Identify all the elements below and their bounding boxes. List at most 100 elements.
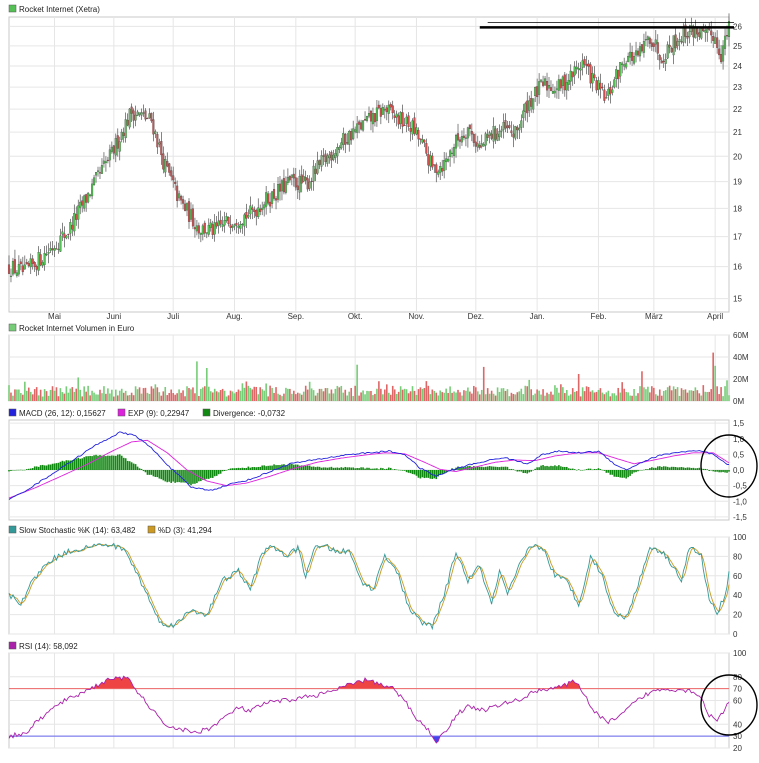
volume-bar (235, 391, 238, 401)
price-candle (567, 80, 570, 85)
price-candle (75, 214, 78, 220)
volume-bar (480, 389, 483, 401)
volume-bar (463, 390, 465, 401)
divergence-bar (61, 460, 64, 470)
divergence-bar (728, 470, 730, 472)
volume-bar (688, 390, 691, 401)
volume-bar (554, 385, 556, 401)
divergence-bar (279, 465, 281, 470)
price-axis-tick: 19 (733, 178, 742, 187)
divergence-bar (403, 470, 406, 471)
divergence-bar (346, 467, 349, 470)
divergence-bar (425, 470, 428, 478)
price-candle (57, 248, 60, 250)
volume-bar (170, 389, 172, 401)
volume-bar (455, 392, 457, 401)
divergence-bar (502, 466, 505, 470)
divergence-bar (370, 468, 372, 470)
divergence-bar (261, 465, 263, 470)
divergence-bar (67, 460, 70, 470)
divergence-bar (459, 467, 461, 470)
divergence-bar (24, 469, 26, 471)
divergence-bar (77, 457, 80, 470)
price-candle (427, 153, 430, 166)
price-candle (385, 107, 388, 113)
price-candle (609, 87, 612, 95)
macd-axis-tick: 1,5 (733, 419, 745, 428)
divergence-bar (672, 466, 675, 470)
price-candle (599, 82, 602, 90)
volume-bar (209, 391, 212, 401)
volume-bar (358, 395, 360, 401)
volume-bar (647, 386, 649, 401)
divergence-bar (473, 466, 475, 470)
price-candle (223, 220, 226, 226)
volume-bar (281, 396, 283, 401)
price-candle (563, 74, 566, 91)
macd-axis-tick: 0,0 (733, 466, 745, 475)
volume-bar (344, 389, 347, 401)
volume-bar (364, 394, 366, 401)
divergence-bar (206, 470, 208, 479)
price-candle (350, 131, 353, 141)
macd-axis-tick: -1,5 (733, 513, 747, 522)
price-candle (176, 185, 179, 201)
divergence-bar (93, 455, 95, 470)
price-candle (146, 117, 149, 120)
volume-bar (120, 388, 123, 401)
volume-bar (168, 393, 171, 401)
volume-bar (237, 389, 240, 401)
divergence-bar (552, 466, 554, 470)
price-candle (148, 113, 151, 119)
volume-bar (488, 393, 491, 401)
volume-bar (279, 394, 281, 401)
volume-bar (520, 388, 523, 401)
divergence-bar (573, 469, 576, 470)
price-candle (144, 110, 147, 120)
volume-bar (571, 388, 574, 401)
divergence-bar (356, 467, 358, 470)
volume-bar (45, 391, 48, 401)
divergence-bar (724, 470, 726, 473)
volume-bar (249, 387, 252, 401)
divergence-bar (154, 470, 157, 477)
price-candle (547, 84, 551, 89)
price-candle (162, 153, 165, 170)
price-candle (629, 51, 632, 58)
price-candle (27, 263, 30, 266)
divergence-bar (16, 469, 18, 471)
price-candle (85, 194, 88, 203)
volume-bar (522, 394, 525, 401)
divergence-bar (344, 466, 347, 470)
divergence-bar (49, 464, 52, 470)
volume-bar (243, 387, 246, 401)
volume-bar (617, 387, 620, 401)
volume-bar (583, 391, 586, 401)
volume-bar (476, 391, 479, 401)
volume-bar (490, 390, 493, 401)
volume-bar (348, 391, 351, 401)
volume-bar (666, 387, 669, 401)
divergence-bar (368, 467, 370, 470)
volume-bar (405, 389, 408, 401)
divergence-bar (116, 454, 119, 470)
price-candle (229, 224, 232, 228)
price-candle (375, 107, 378, 122)
divergence-bar (726, 470, 728, 473)
price-candle (555, 88, 558, 90)
price-candle (245, 212, 248, 219)
divergence-bar (306, 465, 309, 470)
divergence-bar (540, 465, 542, 470)
price-candle (401, 112, 404, 127)
price-candle (110, 146, 113, 152)
volume-bar (37, 395, 40, 401)
price-candle (95, 172, 98, 176)
divergence-bar (710, 470, 712, 471)
volume-bar (635, 395, 637, 401)
divergence-bar (433, 470, 436, 479)
divergence-bar (621, 470, 623, 478)
volume-bar (696, 390, 699, 401)
price-candle (63, 233, 66, 238)
divergence-bar (520, 470, 523, 472)
month-tick-label: Mai (48, 312, 61, 321)
